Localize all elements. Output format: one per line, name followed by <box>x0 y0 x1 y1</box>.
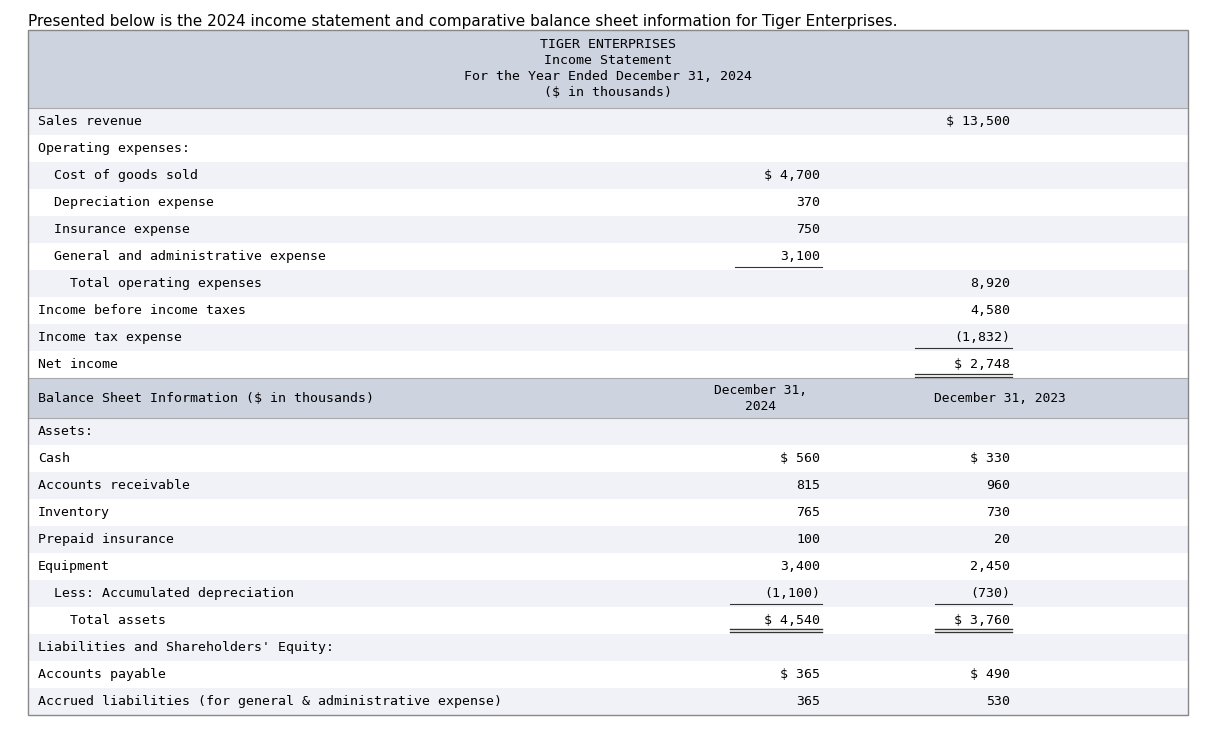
Text: Total operating expenses: Total operating expenses <box>38 277 262 290</box>
Text: Total assets: Total assets <box>38 614 166 627</box>
Bar <box>28 108 1188 135</box>
Text: $ 3,760: $ 3,760 <box>954 614 1010 627</box>
Text: Liabilities and Shareholders' Equity:: Liabilities and Shareholders' Equity: <box>38 641 334 654</box>
Text: Assets:: Assets: <box>38 425 94 438</box>
Bar <box>28 270 1188 297</box>
Text: (1,100): (1,100) <box>764 587 820 600</box>
Text: For the Year Ended December 31, 2024: For the Year Ended December 31, 2024 <box>464 69 752 82</box>
Text: $ 560: $ 560 <box>780 452 820 465</box>
Text: $ 13,500: $ 13,500 <box>946 115 1010 128</box>
Text: 100: 100 <box>796 533 820 546</box>
Bar <box>28 351 1188 378</box>
Bar <box>28 499 1188 526</box>
Text: Sales revenue: Sales revenue <box>38 115 142 128</box>
Text: Income before income taxes: Income before income taxes <box>38 304 245 317</box>
Text: Inventory: Inventory <box>38 506 111 519</box>
Text: 8,920: 8,920 <box>970 277 1010 290</box>
Bar <box>28 661 1188 688</box>
Text: $ 365: $ 365 <box>780 668 820 681</box>
Text: $ 4,540: $ 4,540 <box>764 614 820 627</box>
Bar <box>28 135 1188 162</box>
Text: 365: 365 <box>796 695 820 708</box>
Text: 4,580: 4,580 <box>970 304 1010 317</box>
Bar <box>28 216 1188 243</box>
Text: 750: 750 <box>796 223 820 236</box>
Text: Equipment: Equipment <box>38 560 111 573</box>
Bar <box>28 243 1188 270</box>
Text: $ 4,700: $ 4,700 <box>764 169 820 182</box>
Text: Less: Accumulated depreciation: Less: Accumulated depreciation <box>38 587 294 600</box>
Text: 730: 730 <box>987 506 1010 519</box>
Text: Cost of goods sold: Cost of goods sold <box>38 169 198 182</box>
Text: Income Statement: Income Statement <box>544 53 672 66</box>
Text: Insurance expense: Insurance expense <box>38 223 190 236</box>
Text: 3,400: 3,400 <box>780 560 820 573</box>
Text: (1,832): (1,832) <box>954 331 1010 344</box>
Bar <box>28 324 1188 351</box>
Text: 2024: 2024 <box>745 399 775 412</box>
Text: 2,450: 2,450 <box>970 560 1010 573</box>
Bar <box>28 580 1188 607</box>
Text: December 31, 2023: December 31, 2023 <box>934 391 1066 404</box>
Text: December 31,: December 31, <box>713 383 807 396</box>
Bar <box>28 297 1188 324</box>
Bar <box>28 553 1188 580</box>
Text: 530: 530 <box>987 695 1010 708</box>
Text: $ 490: $ 490 <box>970 668 1010 681</box>
Text: Cash: Cash <box>38 452 70 465</box>
Text: (730): (730) <box>970 587 1010 600</box>
Text: 815: 815 <box>796 479 820 492</box>
Text: Prepaid insurance: Prepaid insurance <box>38 533 174 546</box>
Bar <box>28 189 1188 216</box>
Text: Depreciation expense: Depreciation expense <box>38 196 214 209</box>
Bar <box>28 418 1188 445</box>
Text: Accounts payable: Accounts payable <box>38 668 166 681</box>
Text: ($ in thousands): ($ in thousands) <box>544 85 672 99</box>
Text: $ 330: $ 330 <box>970 452 1010 465</box>
Text: $ 2,748: $ 2,748 <box>954 358 1010 371</box>
Text: Income tax expense: Income tax expense <box>38 331 182 344</box>
Bar <box>28 472 1188 499</box>
Text: Accrued liabilities (for general & administrative expense): Accrued liabilities (for general & admin… <box>38 695 502 708</box>
Text: Balance Sheet Information ($ in thousands): Balance Sheet Information ($ in thousand… <box>38 391 374 404</box>
Bar <box>28 634 1188 661</box>
Text: General and administrative expense: General and administrative expense <box>38 250 326 263</box>
Bar <box>28 445 1188 472</box>
Bar <box>28 688 1188 715</box>
Text: 960: 960 <box>987 479 1010 492</box>
Text: Presented below is the 2024 income statement and comparative balance sheet infor: Presented below is the 2024 income state… <box>28 14 898 29</box>
Bar <box>28 607 1188 634</box>
Text: 3,100: 3,100 <box>780 250 820 263</box>
Bar <box>28 30 1188 108</box>
Text: 765: 765 <box>796 506 820 519</box>
Text: 370: 370 <box>796 196 820 209</box>
Bar <box>28 162 1188 189</box>
Text: TIGER ENTERPRISES: TIGER ENTERPRISES <box>539 37 676 50</box>
Text: Accounts receivable: Accounts receivable <box>38 479 190 492</box>
Text: 20: 20 <box>994 533 1010 546</box>
Bar <box>28 378 1188 418</box>
Bar <box>28 526 1188 553</box>
Text: Net income: Net income <box>38 358 118 371</box>
Text: Operating expenses:: Operating expenses: <box>38 142 190 155</box>
